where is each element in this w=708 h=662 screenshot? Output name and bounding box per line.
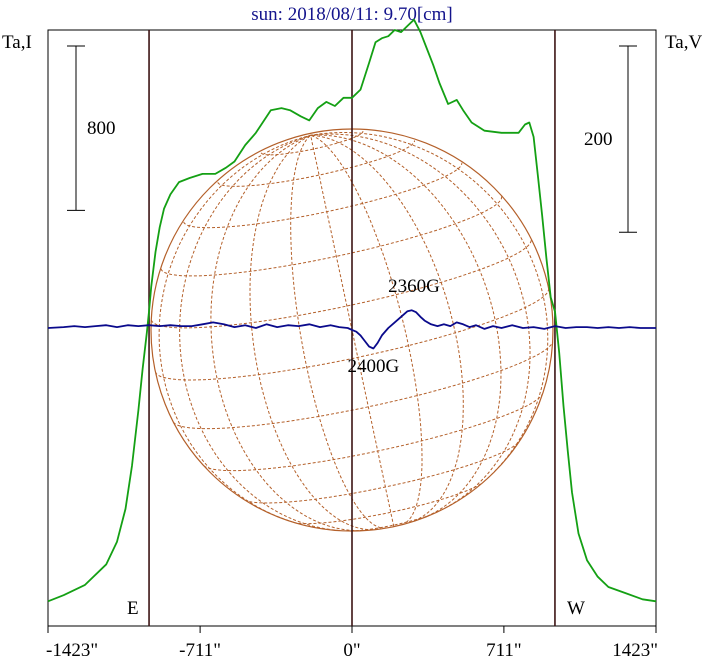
latitude-line [173, 341, 553, 430]
longitude-line [310, 133, 531, 509]
x-tick-label: 0" [343, 640, 360, 661]
chart-title: sun: 2018/08/11: 9.70[cm] [251, 4, 452, 25]
limb-label: E [127, 598, 139, 619]
longitude-line [310, 135, 395, 527]
x-tick-label: -711" [179, 640, 221, 661]
latitude-line [151, 239, 532, 329]
scale-bar-right: 200 [584, 45, 637, 233]
longitude-line [310, 134, 502, 519]
series-layer [47, 18, 657, 603]
longitude-line [210, 134, 365, 531]
longitude-line [158, 134, 311, 523]
x-axis: -1423" -711" 0" 711" 1423" [46, 626, 658, 661]
right-axis-label: Ta,V [665, 32, 702, 53]
annotation-label: 2400G [347, 356, 399, 377]
x-tick-label: -1423" [46, 640, 98, 661]
latitude-line [160, 196, 503, 277]
x-tick-label: 711" [486, 640, 522, 661]
x-tick-label: 1423" [612, 640, 658, 661]
longitude-line [179, 134, 340, 531]
heliographic-grid [151, 131, 553, 531]
latitude-line [350, 512, 436, 531]
latitude-line [293, 481, 484, 525]
latitude-line [217, 140, 415, 187]
scale-bar-label: 800 [87, 118, 116, 139]
series-line-V [47, 309, 656, 350]
field-annotations: 2360G 2400G [347, 276, 440, 377]
longitude-line [310, 134, 464, 522]
longitude-line [310, 131, 549, 483]
scale-bar-label: 200 [584, 129, 613, 150]
longitude-line [310, 134, 423, 526]
series-line-I [47, 18, 657, 603]
longitude-line [249, 134, 374, 531]
annotation-label: 2360G [388, 276, 440, 297]
longitude-line [290, 134, 386, 529]
left-axis-label: Ta,I [2, 32, 32, 53]
scale-bar-left: 800 [67, 45, 116, 211]
limb-label: W [567, 598, 585, 619]
scale-bars: 800 200 [67, 45, 637, 233]
